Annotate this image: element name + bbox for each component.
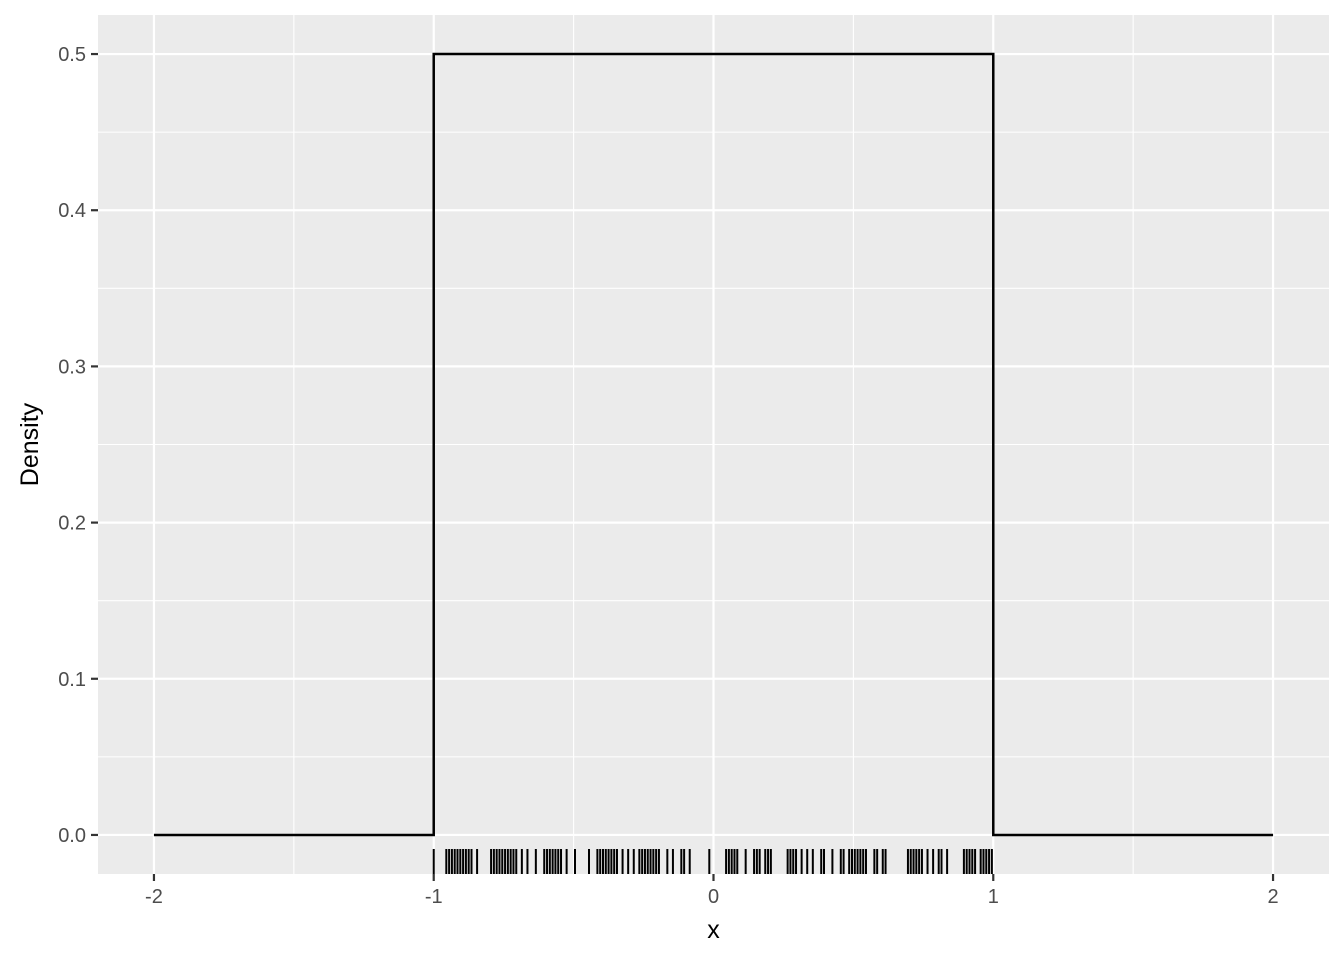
y-tick-label: 0.2 xyxy=(58,513,86,535)
x-axis: -2 -1 0 1 2 xyxy=(145,874,1279,908)
x-tick-label: -1 xyxy=(425,886,443,908)
density-series xyxy=(153,52,1274,837)
y-axis-title: Density xyxy=(16,402,44,486)
y-tick-label: 0.4 xyxy=(58,200,86,222)
x-tick-label: 1 xyxy=(988,886,999,908)
y-tick-label: 0.5 xyxy=(58,44,86,66)
y-axis: 0.0 0.1 0.2 0.3 0.4 0.5 xyxy=(58,44,98,847)
x-tick-label: 0 xyxy=(708,886,719,908)
y-tick-label: 0.1 xyxy=(58,669,86,691)
x-tick-label: 2 xyxy=(1267,886,1278,908)
y-tick-label: 0.0 xyxy=(58,825,86,847)
y-tick-label: 0.3 xyxy=(58,356,86,378)
density-line xyxy=(153,52,1274,837)
x-tick-label: -2 xyxy=(145,886,163,908)
rug-marks xyxy=(432,849,993,874)
x-axis-title: x xyxy=(707,916,720,944)
